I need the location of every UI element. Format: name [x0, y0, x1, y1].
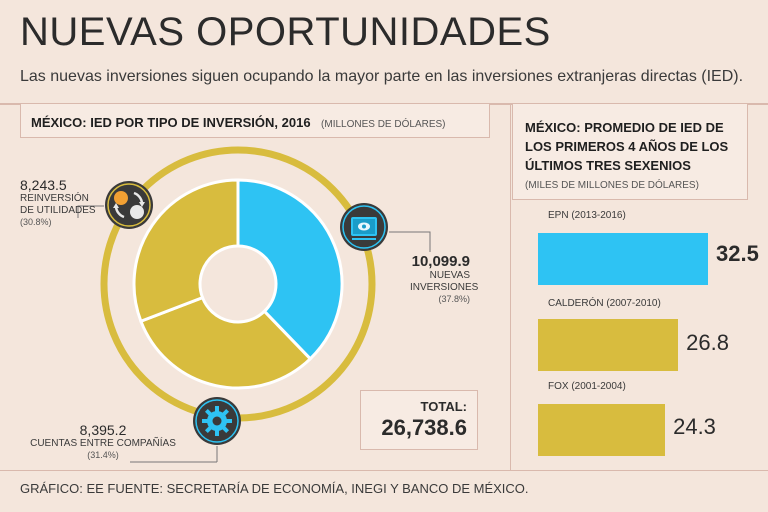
donut-slices: [132, 178, 344, 390]
slice-value: 8,243.5: [20, 177, 67, 193]
slice-value: 8,395.2: [79, 422, 127, 438]
total-value: 26,738.6: [381, 415, 467, 440]
page-title: NUEVAS OPORTUNIDADES: [20, 10, 551, 54]
footer-divider: [0, 470, 768, 471]
slice-label-nuevas: 10,099.9 NUEVAS INVERSIONES (37.8%): [360, 253, 479, 304]
slice-label-cuentas: 8,395.2 CUENTAS ENTRE COMPAÑÍAS (31.4%): [28, 422, 178, 460]
total-box: TOTAL: 26,738.6: [360, 390, 478, 450]
slice-cuentas-entre-companias: [138, 295, 313, 390]
pie-chart-units: (MILLONES DE DÓLARES): [321, 119, 446, 130]
page-subtitle: Las nuevas inversiones siguen ocupando l…: [20, 68, 744, 85]
slice-reinversion-utilidades: [132, 178, 240, 324]
bar-epn: [538, 233, 708, 285]
slice-percent: (37.8%): [438, 294, 470, 304]
slice-name: NUEVAS INVERSIONES: [410, 270, 479, 293]
bar-value-label: 26.8: [686, 330, 729, 355]
bar-value-label: 24.3: [673, 414, 716, 439]
screen-icon: [339, 202, 389, 252]
slice-name: CUENTAS ENTRE COMPAÑÍAS: [30, 438, 176, 449]
footer-source: GRÁFICO: EE FUENTE: SECRETARÍA DE ECONOM…: [20, 481, 529, 496]
gear-icon: [192, 396, 242, 446]
bar-chart-header: MÉXICO: PROMEDIO DE IED DE LOS PRIMEROS …: [512, 104, 748, 200]
slice-value: 10,099.9: [411, 253, 470, 270]
pie-chart-header: MÉXICO: IED POR TIPO DE INVERSIÓN, 2016 …: [20, 104, 490, 138]
slice-percent: (31.4%): [87, 450, 119, 460]
slice-name: REINVERSIÓN DE UTILIDADES: [20, 193, 96, 216]
bar-category-label: EPN (2013-2016): [548, 210, 626, 221]
bar-chart: EPN (2013-2016) 32.5 CALDERÓN (2007-2010…: [538, 208, 759, 468]
total-label: TOTAL:: [420, 399, 467, 414]
bar-category-label: CALDERÓN (2007-2010): [548, 298, 661, 309]
bar-value-label: 32.5: [716, 241, 759, 266]
bar-calderon: [538, 319, 679, 371]
bar-chart-units: (MILES DE MILLONES DE DÓLARES): [525, 180, 699, 191]
slice-percent: (30.8%): [20, 217, 52, 227]
bar-category-label: FOX (2001-2004): [548, 381, 626, 392]
pie-chart-title: MÉXICO: IED POR TIPO DE INVERSIÓN, 2016: [31, 115, 311, 130]
cycle-icon: [104, 180, 154, 230]
slice-label-reinversion: 8,243.5 REINVERSIÓN DE UTILIDADES (30.8%…: [20, 177, 102, 227]
bar-fox: [538, 404, 666, 456]
column-divider: [510, 105, 511, 470]
bar-chart-title: MÉXICO: PROMEDIO DE IED DE LOS PRIMEROS …: [525, 120, 729, 173]
slice-nuevas-inversiones: [236, 178, 344, 361]
